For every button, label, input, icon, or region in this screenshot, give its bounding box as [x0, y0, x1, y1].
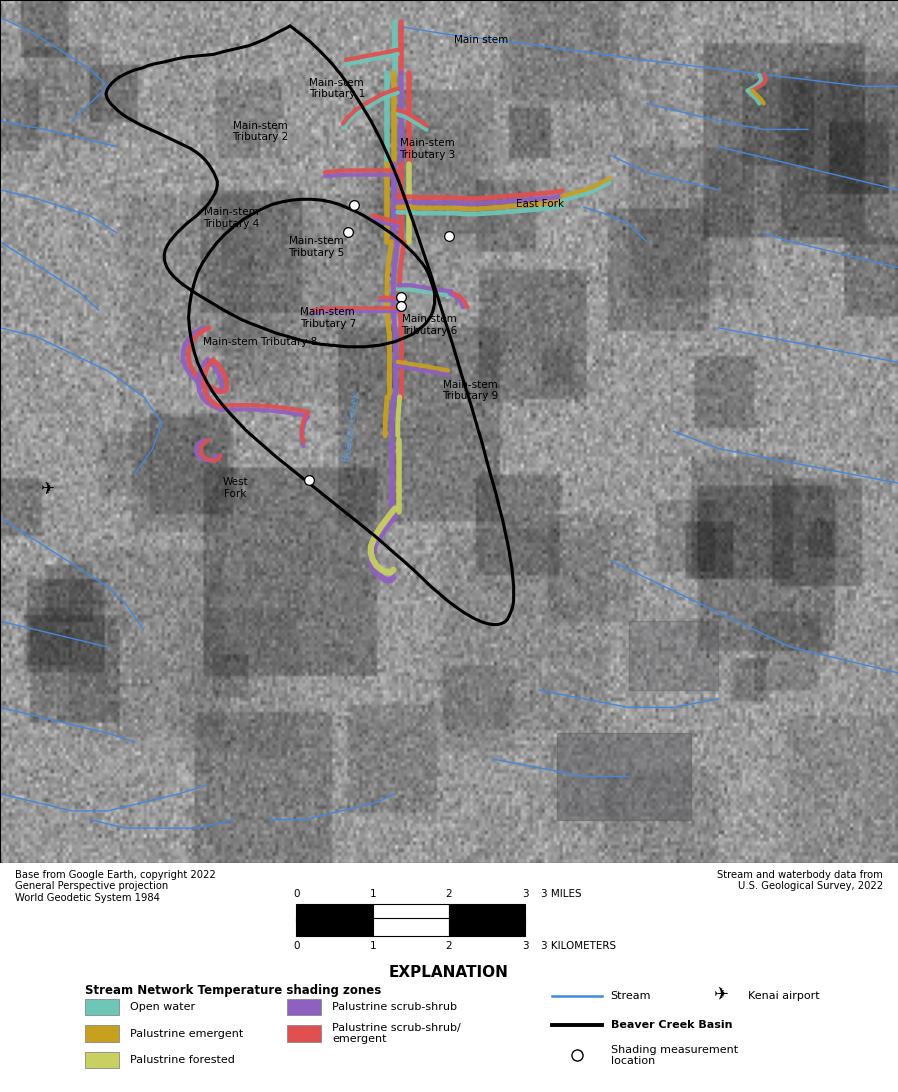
Text: Kenai airport: Kenai airport: [748, 990, 820, 1000]
Text: Main stem: Main stem: [454, 35, 508, 45]
Bar: [449, 917, 525, 936]
Bar: [85, 1052, 119, 1068]
Text: Open water: Open water: [130, 1002, 196, 1012]
Text: EXPLANATION: EXPLANATION: [389, 964, 509, 980]
Text: Main-stem
Tributary 7: Main-stem Tributary 7: [300, 307, 356, 329]
Text: Base from Google Earth, copyright 2022
General Perspective projection
World Geod: Base from Google Earth, copyright 2022 G…: [15, 869, 216, 903]
Text: Main-stem
Tributary 6: Main-stem Tributary 6: [401, 314, 457, 335]
Text: 0: 0: [293, 889, 300, 900]
Text: 1: 1: [369, 889, 376, 900]
Text: 1: 1: [369, 940, 376, 951]
Text: ✈: ✈: [714, 987, 728, 1005]
Text: 2: 2: [445, 940, 453, 951]
Bar: [557, 734, 691, 819]
Text: East Fork: East Fork: [516, 200, 565, 210]
Bar: [287, 1025, 321, 1042]
Text: Palustrine scrub-shrub/
emergent: Palustrine scrub-shrub/ emergent: [332, 1023, 461, 1044]
Text: Beaver Creek Basin: Beaver Creek Basin: [611, 1021, 732, 1031]
Bar: [373, 904, 449, 923]
Text: West
Fork: West Fork: [223, 477, 248, 499]
Text: Stream and waterbody data from
U.S. Geological Survey, 2022: Stream and waterbody data from U.S. Geol…: [717, 869, 883, 891]
Text: 3: 3: [522, 889, 529, 900]
Text: Palustrine forested: Palustrine forested: [130, 1055, 235, 1065]
Text: Main-stem Tributary 8: Main-stem Tributary 8: [203, 336, 318, 346]
Text: Main-stem
Tributary 3: Main-stem Tributary 3: [400, 138, 455, 159]
Text: Main-stem
Tributary 1: Main-stem Tributary 1: [309, 78, 365, 99]
Text: 3 MILES: 3 MILES: [541, 889, 582, 900]
Bar: [296, 917, 373, 936]
Bar: [85, 999, 119, 1016]
Bar: [85, 1025, 119, 1042]
Bar: [629, 621, 718, 690]
Bar: [296, 904, 373, 923]
Bar: [373, 917, 449, 936]
Text: Main-stem
Tributary 5: Main-stem Tributary 5: [288, 236, 344, 258]
Text: Shading measurement
location: Shading measurement location: [611, 1045, 738, 1066]
Text: ✈: ✈: [40, 480, 54, 498]
Text: Beaver Creek: Beaver Creek: [342, 392, 362, 463]
Text: Main-stem
Tributary 9: Main-stem Tributary 9: [443, 380, 498, 401]
Text: Stream Network Temperature shading zones: Stream Network Temperature shading zones: [85, 984, 382, 997]
Text: Main-stem
Tributary 2: Main-stem Tributary 2: [233, 121, 288, 142]
Bar: [449, 904, 525, 923]
Text: 3 KILOMETERS: 3 KILOMETERS: [541, 940, 617, 951]
Text: 0: 0: [293, 940, 300, 951]
Text: Palustrine scrub-shrub: Palustrine scrub-shrub: [332, 1002, 457, 1012]
Text: Palustrine emergent: Palustrine emergent: [130, 1029, 243, 1038]
Text: 2: 2: [445, 889, 453, 900]
Text: 3: 3: [522, 940, 529, 951]
Text: Stream: Stream: [611, 990, 651, 1000]
Bar: [287, 999, 321, 1016]
Text: Main-stem
Tributary 4: Main-stem Tributary 4: [204, 207, 260, 228]
